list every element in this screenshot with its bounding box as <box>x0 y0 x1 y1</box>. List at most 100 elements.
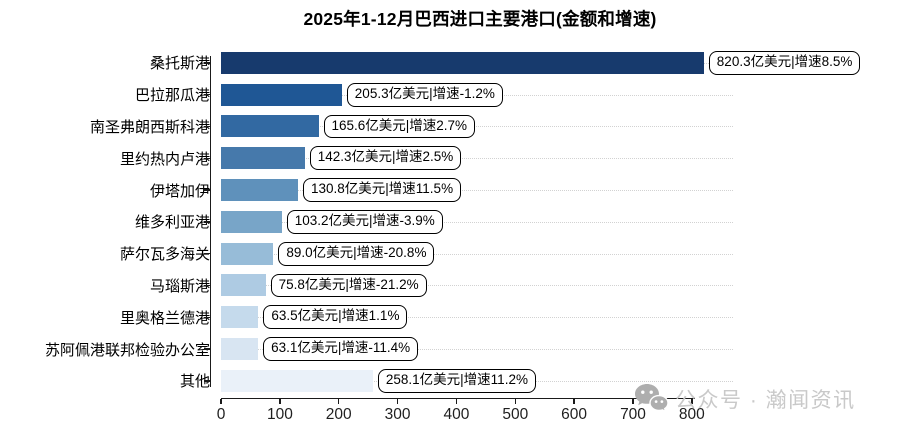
x-tick-mark <box>338 399 340 404</box>
x-tick-label: 300 <box>384 406 411 423</box>
y-tick-mark <box>204 94 211 96</box>
gridline <box>221 190 733 192</box>
plot-cell: 89.0亿美元|增速-20.8% <box>204 238 900 270</box>
bar <box>221 210 282 233</box>
bar-row: 桑托斯港 820.3亿美元|增速8.5% <box>0 47 900 79</box>
value-label: 258.1亿美元|增速11.2% <box>377 368 536 393</box>
gridline <box>221 158 733 160</box>
gridline <box>221 126 733 128</box>
category-label: 巴拉那瓜港 <box>134 87 210 105</box>
gridline <box>221 349 733 351</box>
wechat-icon <box>635 384 668 414</box>
y-tick-mark <box>204 157 211 159</box>
x-tick-label: 600 <box>561 406 588 423</box>
value-label: 63.1亿美元|增速-11.4% <box>263 337 419 361</box>
category-label: 萨尔瓦多海关 <box>119 246 210 264</box>
bar-row: 马瑙斯港 75.8亿美元|增速-21.2% <box>0 270 900 302</box>
plot-cell: 205.3亿美元|增速-1.2% <box>204 79 900 111</box>
x-axis-line <box>221 398 695 400</box>
value-label: 130.8亿美元|增速11.5% <box>303 178 462 203</box>
value-label: 820.3亿美元|增速8.5% <box>708 50 861 75</box>
bar <box>221 179 298 202</box>
category-label: 苏阿佩港联邦检验办公室 <box>44 341 210 359</box>
y-tick-mark <box>204 284 211 287</box>
category-label: 其他 <box>179 373 210 391</box>
watermark: 公众号 · 瀚闻资讯 <box>634 383 856 414</box>
y-tick-mark <box>204 125 211 128</box>
x-tick-label: 500 <box>502 406 529 423</box>
bar-row: 维多利亚港 103.2亿美元|增速-3.9% <box>0 206 900 238</box>
value-label: 75.8亿美元|增速-21.2% <box>270 273 427 298</box>
x-tick-label: 400 <box>443 406 470 423</box>
plot-cell: 63.5亿美元|增速1.1% <box>204 301 900 333</box>
category-label: 南圣弗朗西斯科港 <box>89 118 210 136</box>
category-label: 维多利亚港 <box>134 214 210 232</box>
bar-rows-container: 桑托斯港 820.3亿美元|增速8.5% 巴拉那瓜港 205.3亿美元|增速-1.2%… <box>0 47 900 397</box>
bar <box>221 242 274 265</box>
value-label: 205.3亿美元|增速-1.2% <box>346 82 503 107</box>
bar-row: 伊塔加伊 130.8亿美元|增速11.5% <box>0 174 900 206</box>
bar-row: 萨尔瓦多海关 89.0亿美元|增速-20.8% <box>0 238 900 270</box>
category-label: 里奥格兰德港 <box>119 309 210 327</box>
value-label: 63.5亿美元|增速1.1% <box>263 305 408 330</box>
bar <box>221 274 266 297</box>
plot-cell: 130.8亿美元|增速11.5% <box>204 174 900 206</box>
gridline <box>221 285 733 287</box>
y-tick-mark <box>204 348 211 350</box>
value-label: 89.0亿美元|增速-20.8% <box>278 241 435 266</box>
bar-row: 苏阿佩港联邦检验办公室 63.1亿美元|增速-11.4% <box>0 333 900 365</box>
bar <box>221 147 305 170</box>
x-tick-label: 200 <box>325 406 352 423</box>
x-tick-label: 700 <box>620 406 646 423</box>
x-tick-label: 800 <box>678 406 705 423</box>
value-label: 142.3亿美元|增速2.5% <box>309 146 462 171</box>
bar-row: 里奥格兰德港 63.5亿美元|增速1.1% <box>0 301 900 333</box>
bar <box>221 369 373 392</box>
plot-cell: 75.8亿美元|增速-21.2% <box>204 270 900 302</box>
value-label: 165.6亿美元|增速2.7% <box>323 114 476 139</box>
y-tick-mark <box>204 316 211 318</box>
y-tick-mark <box>204 380 211 382</box>
bar <box>221 83 342 106</box>
gridline <box>221 253 733 255</box>
x-tick-mark <box>514 399 516 404</box>
x-tick-mark <box>573 399 575 404</box>
category-label: 里约热内卢港 <box>119 150 210 168</box>
plot-cell: 165.6亿美元|增速2.7% <box>204 111 900 143</box>
plot-cell: 258.1亿美元|增速11.2% <box>204 365 900 397</box>
bar-row: 其他 258.1亿美元|增速11.2% <box>0 365 900 397</box>
x-tick-mark <box>396 399 399 404</box>
x-tick-mark <box>279 399 281 404</box>
x-tick-mark <box>220 399 222 404</box>
x-tick-mark <box>632 399 634 404</box>
x-tick-mark <box>455 399 458 404</box>
bar <box>221 51 704 74</box>
bar <box>221 338 259 361</box>
y-tick-mark <box>204 252 211 255</box>
y-tick-mark <box>204 189 211 191</box>
plot-cell: 820.3亿美元|增速8.5% <box>204 47 900 79</box>
plot-cell: 142.3亿美元|增速2.5% <box>204 142 900 174</box>
category-label: 伊塔加伊 <box>149 182 210 200</box>
y-tick-mark <box>204 221 211 223</box>
value-label: 103.2亿美元|增速-3.9% <box>286 209 443 234</box>
y-axis-line <box>210 56 212 387</box>
bar-row: 巴拉那瓜港 205.3亿美元|增速-1.2% <box>0 79 900 111</box>
x-axis-ticks: 0 100 200 300 400 500 600 700 800 <box>217 398 733 428</box>
x-tick-label: 0 <box>216 406 226 423</box>
category-label: 桑托斯港 <box>149 55 210 73</box>
plot-cell: 103.2亿美元|增速-3.9% <box>204 206 900 238</box>
bar-row: 南圣弗朗西斯科港 165.6亿美元|增速2.7% <box>0 111 900 143</box>
x-tick-mark <box>691 399 693 404</box>
bar <box>221 115 319 138</box>
category-label: 马瑙斯港 <box>149 277 210 295</box>
plot-cell: 63.1亿美元|增速-11.4% <box>204 333 900 365</box>
watermark-text: 公众号 · 瀚闻资讯 <box>675 388 856 412</box>
bar-row: 里约热内卢港 142.3亿美元|增速2.5% <box>0 142 900 174</box>
bar <box>221 306 259 329</box>
chart-title: 2025年1-12月巴西进口主要港口(金额和增速) <box>303 9 657 29</box>
x-tick-label: 100 <box>266 406 293 423</box>
gridline <box>221 221 733 223</box>
y-tick-mark <box>204 62 211 64</box>
